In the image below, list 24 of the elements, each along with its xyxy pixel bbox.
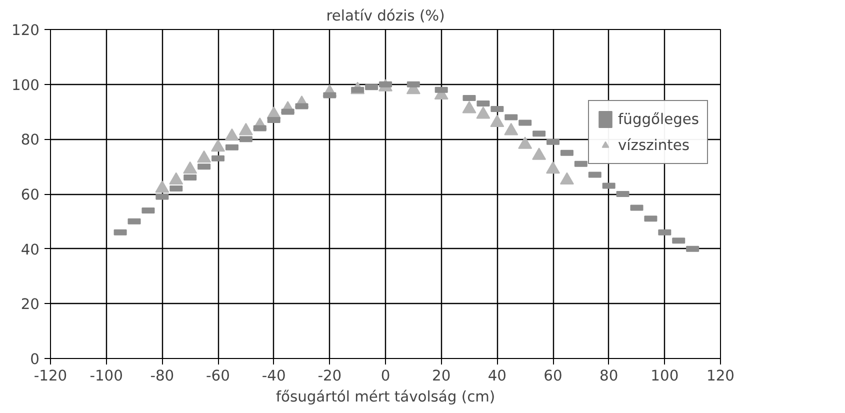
x-tick-label: -100 (90, 368, 123, 384)
x-tick-label: -20 (318, 368, 342, 384)
x-tick-label: 120 (706, 368, 734, 384)
y-tick-label: 100 (12, 76, 40, 94)
x-tick-label: 80 (600, 368, 618, 384)
x-tick-label: 60 (544, 368, 562, 384)
y-tick-label: 80 (20, 132, 40, 149)
chart-title: relatív dózis (%) (326, 8, 445, 24)
legend-label: vízszintes (618, 136, 690, 154)
x-tick-label: 100 (650, 368, 679, 384)
legend-label: függőleges (618, 110, 700, 128)
x-axis-title: fősugártól mért távolság (cm) (276, 388, 496, 406)
x-tick-label: 20 (432, 368, 451, 384)
x-tick-label: -40 (262, 368, 286, 384)
x-tick-label: -120 (34, 368, 68, 384)
y-tick-label: 120 (12, 22, 40, 39)
y-tick-label: 40 (20, 241, 40, 258)
y-tick-label: 0 (30, 351, 40, 368)
x-tick-label: 0 (380, 368, 390, 384)
x-tick-label: -80 (150, 368, 174, 384)
y-tick-label: 20 (20, 296, 40, 314)
x-tick-label: -60 (206, 368, 230, 384)
y-tick-label: 60 (20, 186, 40, 204)
x-tick-label: 40 (488, 368, 506, 384)
